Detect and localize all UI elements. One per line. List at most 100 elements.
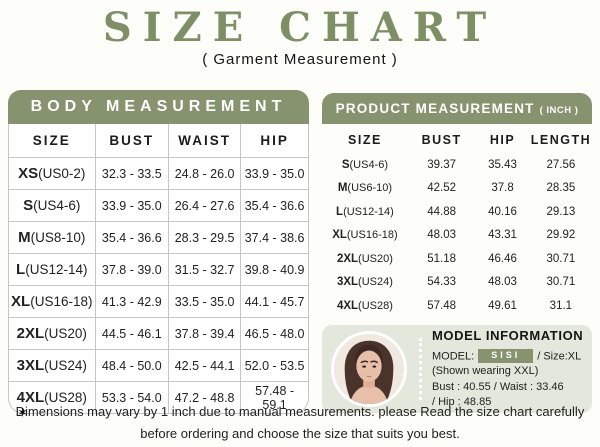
column-header: BUST [421,133,462,147]
dotted-divider [419,337,422,400]
column-header: SIZE [348,133,382,147]
product-measurement-header-label: PRODUCT MEASUREMENT [335,101,535,116]
hip-cell: 35.4 - 36.6 [240,189,308,222]
length-cell: 29.92 [546,229,576,242]
size-cell: 2XL(US20) [336,252,393,265]
size-cell: L(US12-14) [9,253,96,286]
size-cell: S(US4-6) [341,158,389,171]
size-cell: 3XL(US24) [336,276,393,289]
model-size-value: / Size:XL [537,350,582,363]
waist-cell: 26.4 - 27.6 [168,189,241,222]
table-row: 2XL(US20) 44.5 - 46.1 37.8 - 39.4 46.5 - 48… [9,317,308,350]
hip-cell: 40.16 [488,205,517,218]
table-row: XL(US16-18) 48.03 43.31 29.92 [322,224,592,248]
bust-cell: 57.48 [427,299,456,312]
hip-cell: 49.61 [488,299,517,312]
size-cell: XL(US16-18) [9,285,96,318]
table-row: L(US12-14) 44.88 40.16 29.13 [322,200,592,224]
column-header-row: SIZE BUST HIP LENGTH [322,127,592,153]
size-cell: 2XL(US20) [9,317,96,350]
bust-cell: 54.33 [427,276,456,289]
column-header: BUST [94,124,169,158]
waist-cell: 37.8 - 39.4 [168,317,241,350]
hip-cell: 35.43 [488,158,517,171]
table-row: S(US4-6) 33.9 - 35.0 26.4 - 27.6 35.4 - 36.… [9,189,308,222]
size-cell: 4XL(US28) [16,389,87,406]
size-cell: S(US4-6) [9,189,96,222]
product-measurement-unit: ( INCH ) [539,105,579,116]
product-measurement-panel: PRODUCT MEASUREMENT ( INCH ) SIZE BUST HIP… [322,93,592,413]
table-row: 4XL(US28) 53.3 - 54.0 47.2 - 48.8 57.48 - 5… [9,381,308,413]
column-header: WAIST [168,124,241,158]
length-cell: 30.71 [546,276,576,289]
size-cell: L(US12-14) [336,205,394,218]
length-cell: 30.71 [546,252,576,265]
bust-cell: 44.88 [427,205,456,218]
bust-cell: 48.03 [427,229,456,242]
table-row: XS(US0-2) 32.3 - 33.5 24.8 - 26.0 33.9 - 35… [9,157,308,190]
size-cell: M(US6-10) [337,182,393,195]
model-measurements-line2: / Hip : 48.85 [432,395,492,408]
hip-cell: 57.48 - 59.1 [240,381,308,413]
table-row: L(US12-14) 37.8 - 39.0 31.5 - 32.7 39.8 - 4… [9,253,308,286]
length-cell: 27.56 [546,158,576,171]
body-measurement-table-wrap: SIZE BUST WAIST HIP XS(US0-2) 32.3 - 33.5 24.… [8,124,309,414]
size-cell: XS(US0-2) [9,157,96,190]
model-measurements-line1: Bust : 40.55 / Waist : 33.46 [432,380,564,393]
table-row: 3XL(US24) 54.33 48.03 30.71 [322,271,592,295]
column-header-row: SIZE BUST WAIST HIP [9,124,308,158]
size-cell: 4XL(US28) [336,299,393,312]
model-photo [331,330,407,407]
bust-cell: 41.3 - 42.9 [94,285,169,318]
hip-cell: 39.8 - 40.9 [240,253,308,286]
waist-cell: 31.5 - 32.7 [168,253,241,286]
size-cell: 3XL(US24) [9,349,96,382]
footnote-line1: Dimensions may vary by 1 inch due to man… [15,404,585,419]
hip-cell: 46.46 [488,252,517,265]
page-header: SIZE CHART ( Garment Measurement ) [0,0,600,69]
bust-cell: 39.37 [427,158,456,171]
waist-cell: 28.3 - 29.5 [168,221,241,254]
bust-cell: 44.5 - 46.1 [94,317,169,350]
body-measurement-header: BODY MEASUREMENT [8,90,309,124]
model-name-badge: SISI [478,348,534,364]
product-measurement-header: PRODUCT MEASUREMENT ( INCH ) [322,93,592,124]
waist-cell: 24.8 - 26.0 [168,157,241,190]
page-title: SIZE CHART [102,4,498,51]
length-cell: 29.13 [546,205,576,218]
model-information-text: MODEL INFORMATION MODEL: SISI / Size:XL (S… [432,328,583,410]
column-header: HIP [489,133,516,147]
page-subtitle: ( Garment Measurement ) [202,51,398,68]
waist-cell: 33.5 - 35.0 [168,285,241,318]
bust-cell: 32.3 - 33.5 [94,157,169,190]
waist-cell: 42.5 - 44.1 [168,349,241,382]
hip-cell: 33.9 - 35.0 [240,157,308,190]
hip-cell: 46.5 - 48.0 [240,317,308,350]
model-information-heading: MODEL INFORMATION [432,327,584,343]
hip-cell: 44.1 - 45.7 [240,285,308,318]
body-measurement-panel: BODY MEASUREMENT SIZE BUST WAIST HIP XS(US0… [8,90,309,414]
product-measurement-table: SIZE BUST HIP LENGTH S(US4-6) 39.37 35.43 27.5… [322,127,592,318]
hip-cell: 37.8 [491,182,514,195]
hip-cell: 37.4 - 38.6 [240,221,308,254]
length-cell: 28.35 [546,182,576,195]
hip-cell: 43.31 [488,229,517,242]
shown-wearing-line: (Shown wearing XXL) [432,365,539,378]
model-label: MODEL: [432,350,475,363]
star-icon: ✶ [17,405,28,420]
footnote: ✶ Dimensions may vary by 1 inch due to m… [0,404,600,441]
hip-cell: 48.03 [488,276,517,289]
model-information-card: MODEL INFORMATION MODEL: SISI / Size:XL (S… [322,324,592,413]
bust-cell: 51.18 [427,252,456,265]
hip-cell: 52.0 - 53.5 [240,349,308,382]
column-header: SIZE [9,124,96,158]
table-row: 3XL(US24) 48.4 - 50.0 42.5 - 44.1 52.0 - 53… [9,349,308,382]
bust-cell: 35.4 - 36.6 [94,221,169,254]
table-row: M(US6-10) 42.52 37.8 28.35 [322,177,592,201]
bust-cell: 48.4 - 50.0 [94,349,169,382]
model-portrait-illustration [334,333,404,404]
footnote-line2: before ordering and choose the size that… [140,426,460,441]
size-cell: XL(US16-18) [332,229,398,242]
column-header: LENGTH [530,133,592,147]
